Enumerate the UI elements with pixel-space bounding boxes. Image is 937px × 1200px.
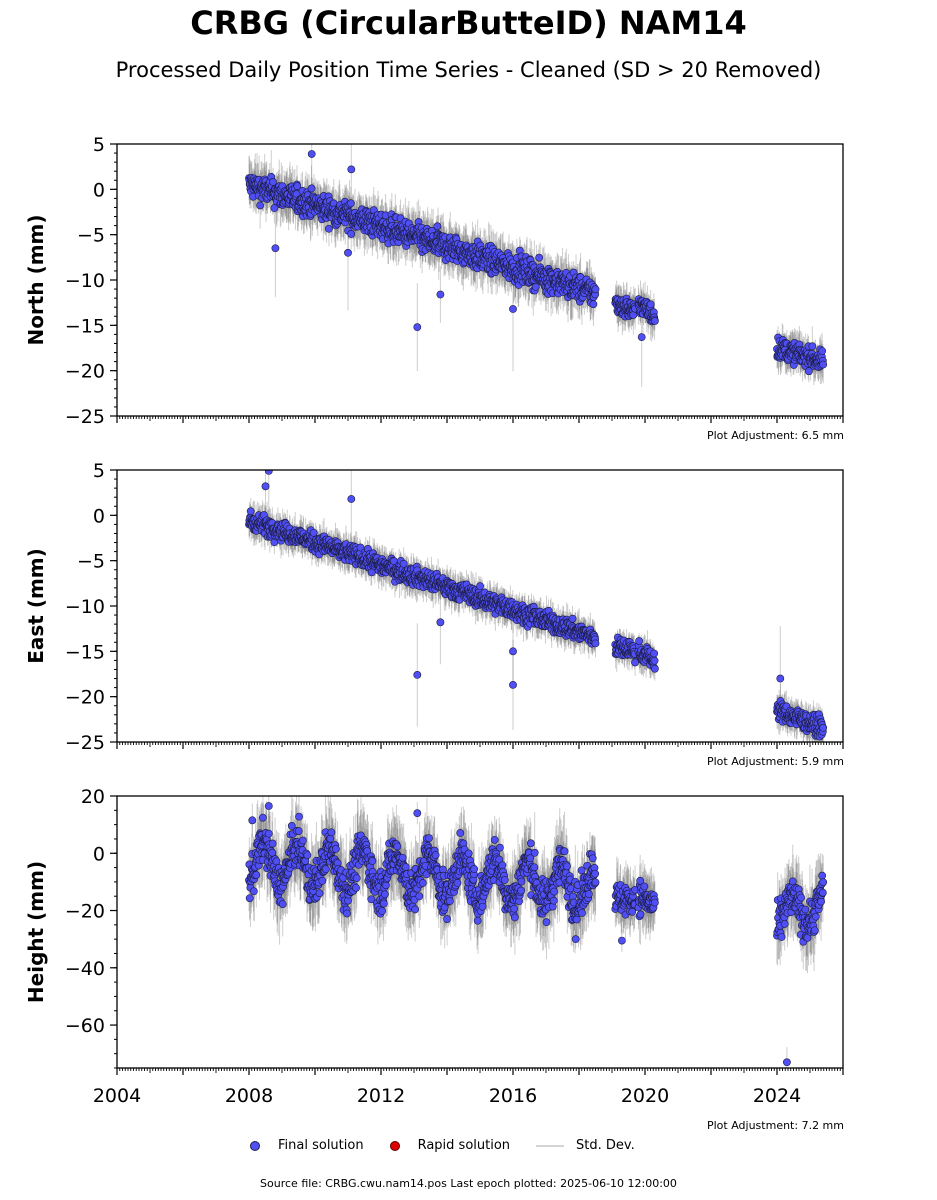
std-dev-bars-1	[248, 470, 824, 742]
final-solution-point	[476, 582, 485, 591]
final-solution-point	[347, 230, 356, 238]
final-solution-point	[819, 360, 828, 369]
y-tick-label: 5	[93, 134, 105, 156]
final-solution-point	[293, 182, 302, 191]
final-solution-point	[591, 285, 600, 294]
final-solution-point	[804, 367, 813, 376]
final-solution-point	[535, 253, 544, 262]
final-solution-point	[271, 244, 280, 253]
final-solution-point	[256, 201, 265, 210]
final-solution-point	[309, 528, 318, 537]
y-tick-label: −25	[65, 406, 105, 428]
final-solution-point	[344, 248, 352, 257]
plot-frame	[116, 143, 844, 417]
chart-subtitle: Processed Daily Position Time Series - C…	[115, 58, 822, 82]
final-solution-point	[433, 222, 442, 231]
final-solution-point	[246, 507, 255, 516]
final-solution-point	[531, 282, 540, 291]
y-axis-label: North (mm)	[24, 214, 48, 345]
y-tick-label: −5	[77, 225, 105, 247]
final-solution-point	[436, 290, 445, 299]
chart-title: CRBG (CircularButteID) NAM14	[190, 4, 747, 42]
points-1	[245, 470, 828, 741]
final-solution-point	[509, 305, 517, 313]
std-dev-bars-0	[248, 144, 824, 387]
final-solution-point	[589, 300, 598, 309]
final-solution-point	[808, 342, 817, 351]
final-solution-point	[818, 347, 827, 355]
final-solution-point	[651, 317, 659, 325]
final-solution-point	[325, 224, 333, 233]
y-tick-label: 0	[93, 179, 105, 201]
final-solution-point	[269, 178, 277, 186]
final-solution-point	[413, 323, 422, 332]
y-tick-label: −15	[65, 315, 105, 337]
final-solution-point	[347, 165, 356, 174]
points-0	[245, 150, 828, 376]
final-solution-point	[646, 300, 655, 309]
final-solution-point	[637, 333, 646, 342]
final-solution-point	[568, 614, 577, 623]
panel-0: 5 0 −5 −10 −15 −20 −25 North (mm)	[24, 134, 844, 428]
final-solution-point	[307, 150, 316, 158]
final-solution-point	[307, 184, 316, 193]
y-tick-label: −10	[65, 270, 105, 292]
final-solution-point	[346, 199, 355, 208]
y-tick-label: −20	[65, 361, 105, 383]
final-solution-point	[399, 559, 408, 568]
